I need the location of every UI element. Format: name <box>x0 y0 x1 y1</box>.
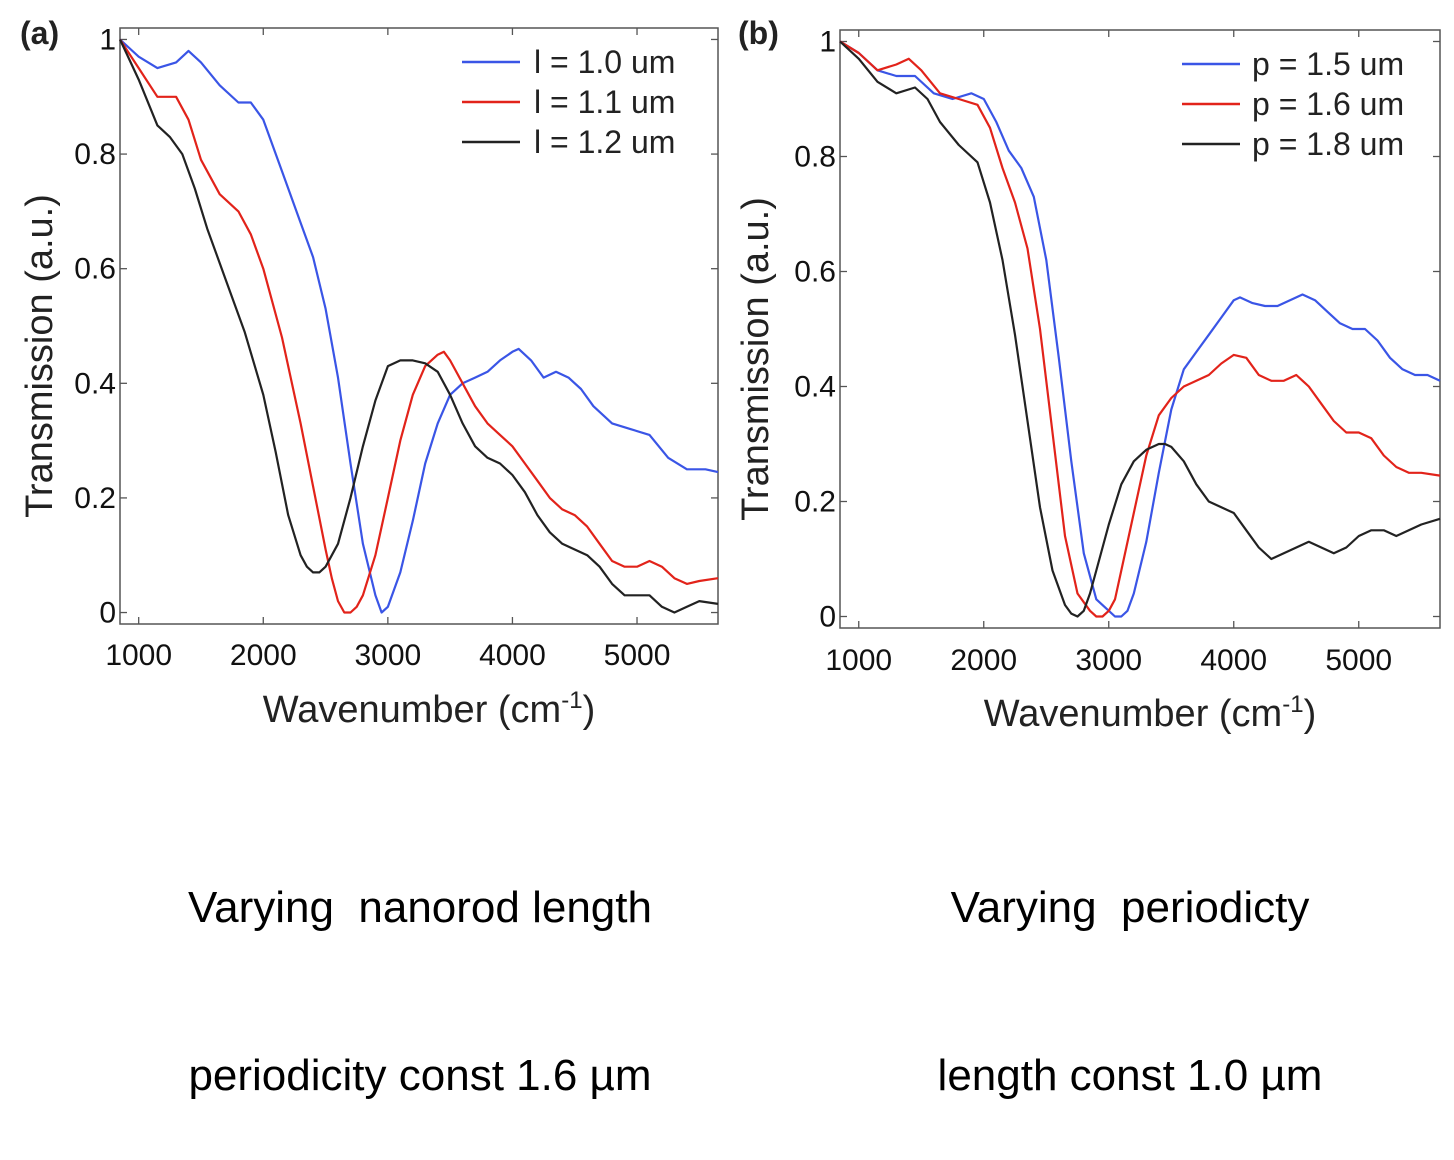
panel-b: 1000 2000 3000 4000 5000 0 0.2 0.4 0.6 0.8 1 Wavenu… <box>735 15 1441 735</box>
y-tick-label: 0.2 <box>74 482 116 515</box>
caption-panel-a: Varying nanorod length periodicity const… <box>150 768 690 1160</box>
series-line <box>119 38 719 614</box>
x-tick-label: 5000 <box>1325 644 1392 677</box>
y-axis-label: Transmission (a.u.) <box>19 194 61 518</box>
y-tick-label: 0 <box>99 597 116 630</box>
x-axis-label: Wavenumber (cm-1) <box>984 691 1316 735</box>
legend-label: p = 1.6 um <box>1252 86 1404 122</box>
plot-frame <box>839 29 1441 629</box>
y-tick-label: 1 <box>99 23 116 56</box>
legend-label: p = 1.5 um <box>1252 46 1404 82</box>
caption-a-line-1: Varying nanorod length <box>188 883 652 932</box>
x-axis-label: Wavenumber (cm-1) <box>263 687 595 731</box>
legend-label: p = 1.8 um <box>1252 126 1404 162</box>
y-axis-label: Transmission (a.u.) <box>735 197 777 521</box>
y-tick-label: 0.8 <box>74 138 116 171</box>
series-line <box>119 38 719 614</box>
x-tick-label: 4000 <box>479 639 546 672</box>
x-tick-label: 4000 <box>1200 644 1267 677</box>
x-tick-label: 3000 <box>354 639 421 672</box>
y-tick-label: 0.6 <box>794 256 836 289</box>
series-line <box>839 40 1441 618</box>
x-tick-label: 3000 <box>1075 644 1142 677</box>
x-tick-label: 1000 <box>105 639 172 672</box>
panel-label: (a) <box>20 15 59 51</box>
caption-b-line-1: Varying periodicty <box>950 883 1310 932</box>
y-tick-label: 1 <box>819 26 836 59</box>
series-line <box>119 39 719 614</box>
x-tick-label: 5000 <box>604 639 671 672</box>
plot-frame <box>119 27 719 625</box>
y-tick-label: 0.8 <box>794 141 836 174</box>
caption-panel-b: Varying periodicty length const 1.0 µm <box>880 768 1380 1160</box>
panel-label: (b) <box>738 15 779 51</box>
series-line <box>839 40 1441 618</box>
legend-label: l = 1.0 um <box>534 44 675 80</box>
y-tick-label: 0.6 <box>74 253 116 286</box>
x-tick-label: 2000 <box>950 644 1017 677</box>
caption-b-line-2: length const 1.0 µm <box>937 1051 1323 1100</box>
legend-label: l = 1.2 um <box>534 124 675 160</box>
series-line <box>839 40 1441 618</box>
y-tick-label: 0 <box>819 601 836 634</box>
legend-label: l = 1.1 um <box>534 84 675 120</box>
figure: 1000 2000 3000 4000 5000 0 0.2 0.4 0.6 0.8 1 Wavenu… <box>19 15 1441 735</box>
x-tick-label: 1000 <box>825 644 892 677</box>
caption-a-line-2: periodicity const 1.6 µm <box>188 1051 652 1100</box>
x-tick-label: 2000 <box>230 639 297 672</box>
panel-a: 1000 2000 3000 4000 5000 0 0.2 0.4 0.6 0.8 1 Wavenu… <box>19 15 719 731</box>
y-tick-label: 0.4 <box>794 371 836 404</box>
y-tick-label: 0.2 <box>794 486 836 519</box>
y-tick-label: 0.4 <box>74 367 116 400</box>
